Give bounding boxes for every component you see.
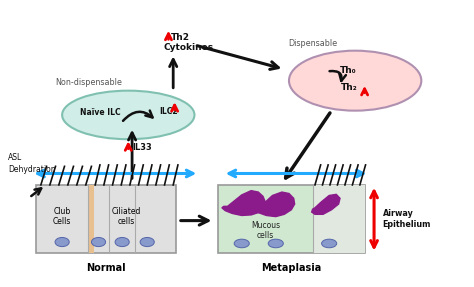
Text: Th₀: Th₀ <box>340 66 356 75</box>
Text: Cytokines: Cytokines <box>164 43 214 52</box>
Text: Mucous
cells: Mucous cells <box>251 221 280 240</box>
Text: IL33: IL33 <box>132 143 152 152</box>
Text: Non-dispensable: Non-dispensable <box>55 77 122 87</box>
Bar <box>88 185 94 253</box>
Ellipse shape <box>234 239 249 248</box>
FancyBboxPatch shape <box>36 185 175 253</box>
Text: ASL
Dehydration: ASL Dehydration <box>8 154 55 174</box>
Bar <box>313 185 365 253</box>
Text: Naïve ILC: Naïve ILC <box>80 108 120 117</box>
Ellipse shape <box>268 239 283 248</box>
Text: Ciliated
cells: Ciliated cells <box>111 207 141 226</box>
Text: Airway
Epithelium: Airway Epithelium <box>383 209 431 229</box>
Text: ILC2: ILC2 <box>159 107 178 116</box>
Polygon shape <box>222 191 265 216</box>
Ellipse shape <box>289 51 421 111</box>
Text: Dispensable: Dispensable <box>288 39 337 48</box>
Text: Th2: Th2 <box>171 33 190 42</box>
Ellipse shape <box>140 237 155 247</box>
Ellipse shape <box>62 91 194 139</box>
Polygon shape <box>312 194 340 214</box>
Ellipse shape <box>115 237 129 247</box>
Text: Club
Cells: Club Cells <box>53 207 71 226</box>
Ellipse shape <box>55 237 69 247</box>
Text: Normal: Normal <box>86 263 126 273</box>
FancyBboxPatch shape <box>218 185 365 253</box>
Ellipse shape <box>91 237 106 247</box>
Text: Th₂: Th₂ <box>341 83 358 92</box>
Ellipse shape <box>321 239 337 248</box>
Polygon shape <box>255 192 295 217</box>
Text: Metaplasia: Metaplasia <box>261 263 321 273</box>
